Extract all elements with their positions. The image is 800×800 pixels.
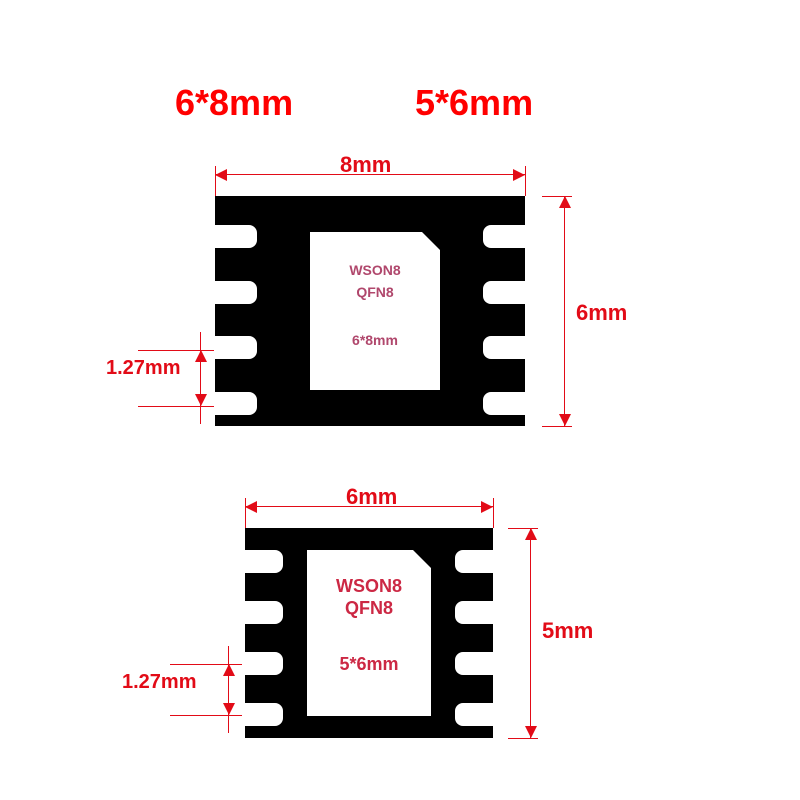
chip-pin (245, 550, 283, 573)
chip-6x8-notch (422, 232, 440, 250)
chip-5x6-label-size: 5*6mm (307, 654, 431, 675)
chip2-height-arrow-bottom (525, 726, 537, 738)
chip1-height-arrow-bottom (559, 414, 571, 426)
chip-pin (455, 601, 493, 624)
chip-6x8-body: WSON8 QFN8 6*8mm (215, 196, 525, 426)
chip1-width-arrow-right (513, 169, 525, 181)
chip1-pitch-tick-bottom (138, 406, 214, 407)
chip1-pitch-arrow-top (195, 350, 207, 362)
title-6x8: 6*8mm (175, 82, 293, 124)
chip2-width-tick-right (493, 498, 494, 528)
chip2-width-arrow-right (481, 501, 493, 513)
chip1-width-label: 8mm (340, 152, 391, 178)
chip1-width-tick-right (525, 166, 526, 196)
chip-6x8-center-pad: WSON8 QFN8 6*8mm (310, 232, 440, 390)
chip2-height-dim-line (530, 528, 531, 738)
chip-6x8-label-size: 6*8mm (310, 332, 440, 348)
chip-pin (455, 652, 493, 675)
chip-pin (215, 281, 257, 304)
chip2-pitch-arrow-top (223, 664, 235, 676)
chip2-width-arrow-left (245, 501, 257, 513)
chip-pin (215, 336, 257, 359)
chip1-pitch-arrow-bottom (195, 394, 207, 406)
chip-5x6-body: WSON8 QFN8 5*6mm (245, 528, 493, 738)
chip2-pitch-label: 1.27mm (122, 671, 197, 694)
chip-5x6-label-wson8: WSON8 (307, 576, 431, 597)
chip1-pitch-label: 1.27mm (106, 357, 181, 380)
chip2-height-tick-bottom (508, 738, 538, 739)
chip2-pitch-arrow-bottom (223, 703, 235, 715)
chip2-height-label: 5mm (542, 618, 593, 644)
chip-pin (245, 652, 283, 675)
chip-pin (455, 703, 493, 726)
chip-pin (215, 392, 257, 415)
chip-5x6-center-pad: WSON8 QFN8 5*6mm (307, 550, 431, 716)
chip2-pitch-tick-bottom (170, 715, 242, 716)
chip-5x6-notch (413, 550, 431, 568)
chip-pin (483, 281, 525, 304)
chip1-height-dim-line (564, 196, 565, 426)
chip2-height-arrow-top (525, 528, 537, 540)
chip-5x6-label-qfn8: QFN8 (307, 598, 431, 619)
chip-6x8-label-qfn8: QFN8 (310, 284, 440, 300)
chip2-width-label: 6mm (346, 484, 397, 510)
chip-pin (483, 392, 525, 415)
chip-pin (245, 601, 283, 624)
chip-pin (483, 336, 525, 359)
chip2-pitch-dim-line (228, 646, 229, 733)
chip-pin (245, 703, 283, 726)
chip-pin (215, 225, 257, 248)
chip-pin (455, 550, 493, 573)
chip1-pitch-dim-line (200, 332, 201, 424)
chip1-height-tick-bottom (542, 426, 572, 427)
chip-pin (483, 225, 525, 248)
chip1-height-label: 6mm (576, 300, 627, 326)
diagram-canvas: 6*8mm 5*6mm 8mm 6mm 1.27mm WSON8 QFN8 6*… (0, 0, 800, 800)
title-5x6: 5*6mm (415, 82, 533, 124)
chip1-width-arrow-left (215, 169, 227, 181)
chip1-height-arrow-top (559, 196, 571, 208)
chip-6x8-label-wson8: WSON8 (310, 262, 440, 278)
